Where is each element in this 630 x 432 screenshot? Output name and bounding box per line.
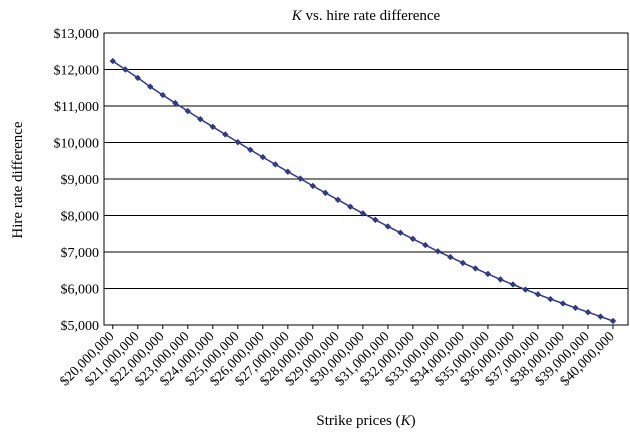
data-point — [234, 138, 242, 146]
data-point — [172, 99, 179, 107]
x-axis-label-main: Strike prices ( — [316, 413, 400, 429]
data-point — [409, 235, 417, 243]
gridlines — [104, 32, 628, 326]
data-point — [122, 66, 129, 73]
x-axis-label-end: ) — [411, 413, 416, 429]
x-axis-label-k: K — [400, 413, 412, 429]
data-point — [509, 281, 517, 288]
x-axis-label: Strike prices (K) — [316, 413, 415, 429]
y-tick-label: $12,000 — [54, 64, 100, 79]
data-point — [259, 153, 267, 161]
data-point — [522, 286, 529, 293]
y-tick-labels: $5,000 $6,000 $7,000 $8,000 $9,000 $10,000 $11… — [54, 27, 100, 334]
chart-title-k: K — [291, 8, 303, 24]
y-tick-label: $8,000 — [61, 210, 100, 225]
series — [109, 57, 617, 325]
data-point — [134, 74, 141, 82]
data-point — [284, 168, 292, 175]
data-point — [309, 182, 317, 190]
data-point — [247, 146, 254, 153]
data-point — [347, 203, 354, 210]
data-point — [159, 91, 166, 99]
series-line — [112, 60, 614, 322]
data-point — [422, 241, 429, 249]
data-point — [322, 189, 329, 197]
data-point — [147, 83, 154, 90]
y-tick-label: $10,000 — [54, 137, 100, 152]
data-point — [609, 317, 617, 325]
data-point — [184, 107, 191, 115]
data-point — [222, 131, 229, 138]
data-point — [297, 175, 304, 182]
y-tick-label: $13,000 — [54, 27, 100, 42]
data-point — [447, 253, 454, 261]
data-point — [534, 291, 542, 298]
data-point — [559, 300, 567, 307]
data-point — [484, 270, 492, 278]
y-axis-label: Hire rate difference — [10, 121, 26, 238]
data-point — [272, 161, 279, 168]
data-point — [197, 115, 204, 123]
data-point — [597, 313, 604, 320]
data-point — [109, 57, 116, 65]
data-point — [384, 223, 392, 230]
data-point — [584, 309, 592, 316]
y-tick-label: $11,000 — [54, 100, 99, 115]
data-point — [572, 304, 579, 312]
data-point — [472, 265, 479, 272]
data-point — [334, 196, 342, 204]
data-point — [459, 259, 467, 267]
data-point — [372, 216, 379, 224]
data-point — [547, 295, 554, 303]
y-tick-label: $6,000 — [61, 283, 100, 298]
x-ticks: $20,000,000$21,000,000$22,000,000$23,000… — [57, 325, 618, 389]
data-point — [359, 210, 367, 217]
data-point — [397, 229, 404, 236]
y-tick-label: $9,000 — [61, 173, 100, 188]
y-tick-label: $7,000 — [61, 246, 100, 261]
y-tick-label: $5,000 — [61, 319, 100, 334]
data-point — [434, 248, 442, 255]
plot-area-frame — [103, 32, 629, 326]
data-point — [209, 123, 217, 131]
chart-title-rest: vs. hire rate difference — [302, 8, 441, 24]
chart-title: K vs. hire rate difference — [291, 8, 441, 24]
data-point — [497, 276, 504, 283]
